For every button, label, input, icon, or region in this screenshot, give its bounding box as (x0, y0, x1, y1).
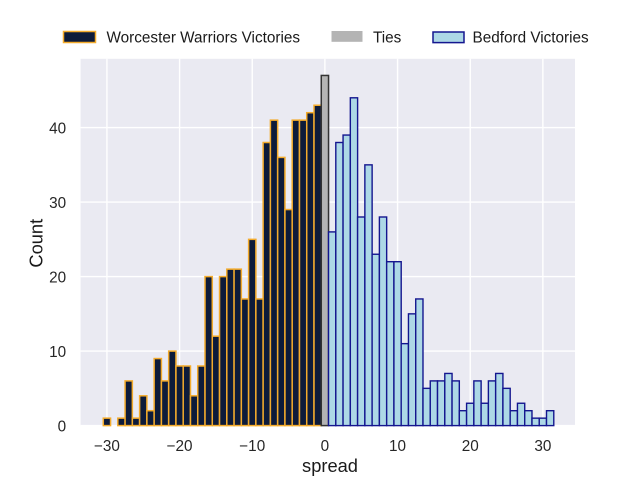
svg-text:0: 0 (58, 419, 67, 436)
svg-text:spread: spread (302, 455, 358, 476)
svg-text:20: 20 (49, 270, 66, 287)
svg-text:30: 30 (534, 438, 551, 455)
svg-text:0: 0 (321, 438, 330, 455)
svg-text:Count: Count (26, 219, 47, 268)
svg-text:20: 20 (462, 438, 479, 455)
svg-text:Ties: Ties (373, 30, 402, 47)
svg-text:−20: −20 (167, 438, 193, 455)
svg-text:−10: −10 (239, 438, 265, 455)
svg-text:40: 40 (49, 121, 66, 138)
svg-text:Bedford Victories: Bedford Victories (473, 30, 590, 47)
svg-text:10: 10 (389, 438, 406, 455)
svg-text:−30: −30 (94, 438, 120, 455)
svg-text:10: 10 (49, 344, 66, 361)
svg-text:30: 30 (49, 195, 66, 212)
svg-text:Worcester Warriors Victories: Worcester Warriors Victories (107, 30, 301, 47)
